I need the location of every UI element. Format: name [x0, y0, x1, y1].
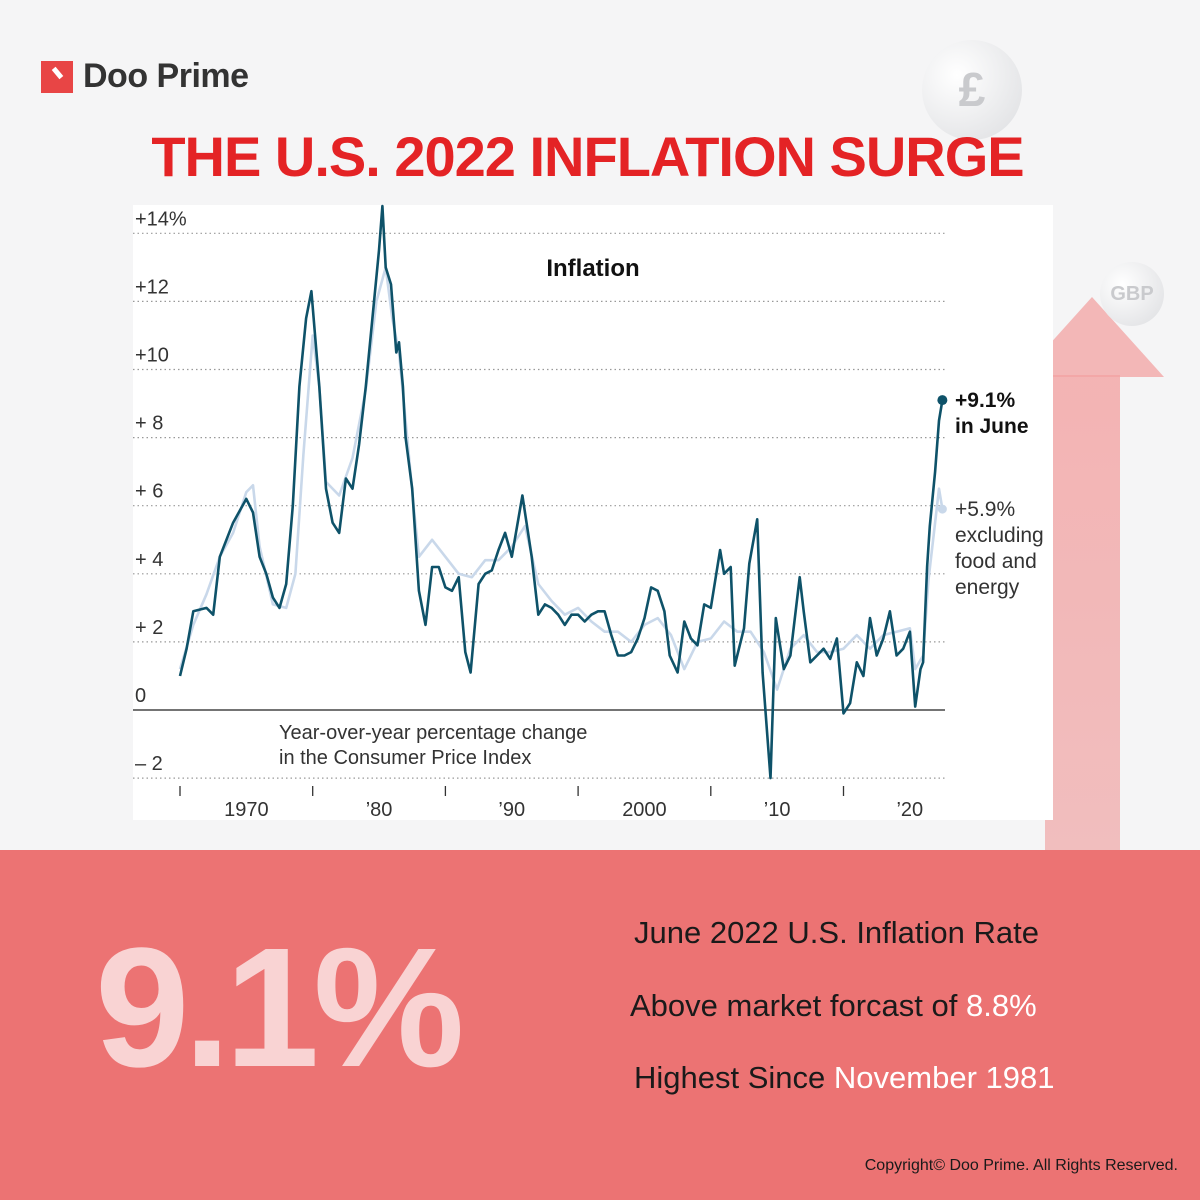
y-tick-label: – 2	[135, 753, 163, 775]
brand-name: Doo Prime	[83, 57, 249, 95]
copyright: Copyright© Doo Prime. All Rights Reserve…	[864, 1157, 1178, 1174]
y-tick-label: + 2	[135, 617, 163, 639]
series-annotation-headline: in June	[955, 415, 1029, 438]
gbp-coin-icon: GBP	[1100, 262, 1164, 326]
y-tick-label: + 4	[135, 549, 163, 571]
big-inflation-value: 9.1%	[95, 913, 464, 1103]
highest-since-value: November 1981	[833, 1060, 1055, 1095]
chart-title: Inflation	[546, 255, 639, 282]
page-title: THE U.S. 2022 INFLATION SURGE	[151, 125, 1024, 188]
y-tick-label: +14%	[135, 208, 187, 230]
y-tick-label: +12	[135, 276, 169, 298]
highest-since-label: Highest Since	[634, 1060, 834, 1095]
x-tick-label: 1970	[224, 799, 269, 821]
x-tick-label: 2000	[622, 799, 667, 821]
series-endpoint-core	[937, 504, 947, 514]
pound-coin-icon: £	[922, 40, 1022, 140]
series-line-core	[178, 266, 944, 691]
stat-line-1: June 2022 U.S. Inflation Rate	[634, 915, 1039, 950]
logo-mark-icon	[41, 60, 73, 93]
series-line-headline	[178, 204, 944, 780]
chart-panel	[133, 205, 1053, 820]
forecast-label: Above market forcast of	[630, 988, 966, 1023]
stat-line-2: Above market forcast of 8.8%	[630, 988, 1037, 1024]
x-tick-label: ’90	[498, 799, 525, 821]
pound-symbol: £	[958, 63, 986, 117]
stat-line-3: Highest Since November 1981	[634, 1060, 1054, 1096]
gbp-label: GBP	[1110, 282, 1154, 305]
background-inflation-arrow	[1045, 375, 1120, 855]
y-tick-label: + 6	[135, 481, 163, 503]
series-annotation-core: +5.9%	[955, 498, 1015, 521]
y-tick-label: +10	[135, 345, 169, 367]
series-endpoint-headline	[937, 395, 948, 406]
series-annotation-core: food and	[955, 550, 1037, 573]
forecast-value: 8.8%	[965, 988, 1037, 1023]
series-annotation-core: excluding	[955, 524, 1044, 547]
series-annotation-core: energy	[955, 576, 1020, 599]
x-tick-label: ’20	[896, 799, 923, 821]
y-tick-label: + 8	[135, 413, 163, 435]
inflation-chart: +14% +12 +10 + 8 + 6 + 4 + 2 0 – 2 1970 ’80 ’90 2000…	[133, 204, 1044, 821]
stats-band	[0, 850, 1200, 1200]
x-tick-label: ’10	[764, 799, 791, 821]
x-tick-label: ’80	[366, 799, 393, 821]
chart-note: Year-over-year percentage change	[279, 722, 587, 744]
brand-logo: Doo Prime	[41, 57, 249, 96]
chart-note: in the Consumer Price Index	[279, 747, 531, 769]
series-annotation-headline: +9.1%	[955, 389, 1015, 412]
y-tick-label: 0	[135, 685, 146, 707]
